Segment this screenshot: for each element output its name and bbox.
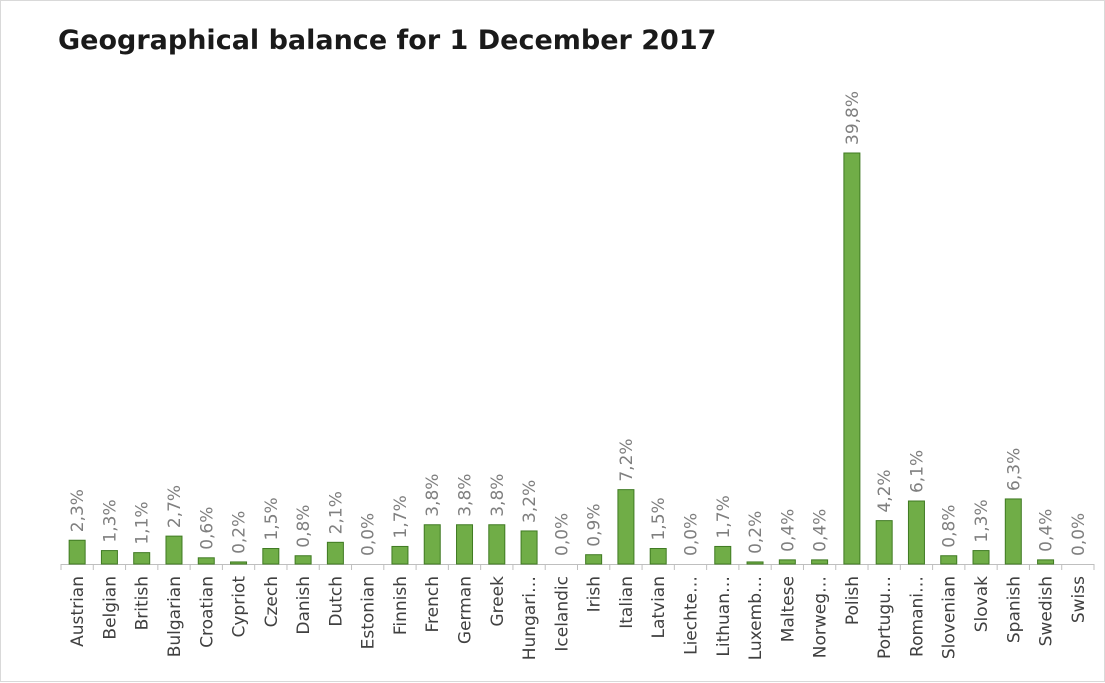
data-label: 2,1%: [326, 491, 346, 534]
data-label: 3,8%: [488, 474, 508, 517]
bar-10: [391, 545, 409, 565]
category-label: Finnish: [391, 576, 411, 635]
data-label: 39,8%: [843, 91, 863, 145]
data-label: 1,3%: [972, 499, 992, 542]
data-label: 3,8%: [456, 474, 476, 517]
bar-24: [843, 152, 861, 565]
bar-2: [133, 552, 151, 565]
bar-26: [907, 500, 925, 565]
bar-25: [875, 520, 893, 565]
data-label: 0,6%: [197, 507, 217, 550]
bar-16: [585, 554, 603, 565]
category-label: Danish: [294, 576, 314, 635]
category-label: Irish: [585, 576, 605, 612]
category-label: Portugu…: [875, 576, 895, 659]
category-label: Spanish: [1004, 576, 1024, 643]
data-label: 0,4%: [1037, 509, 1057, 552]
bar-23: [811, 559, 829, 565]
data-label: 6,1%: [907, 450, 927, 493]
data-label: 2,7%: [165, 485, 185, 528]
data-label: 1,5%: [649, 497, 669, 540]
bar-30: [1037, 559, 1055, 565]
category-label: Cypriot: [230, 576, 250, 638]
data-label: 3,8%: [423, 474, 443, 517]
data-label: 0,0%: [681, 513, 701, 556]
category-label: Luxemb…: [746, 576, 766, 660]
data-label: 1,5%: [262, 497, 282, 540]
category-label: Belgian: [100, 576, 120, 640]
bar-5: [230, 561, 248, 565]
bar-22: [778, 559, 796, 565]
bar-7: [294, 555, 312, 565]
bar-27: [940, 555, 958, 565]
data-label: 0,8%: [294, 505, 314, 548]
data-label: 4,2%: [875, 469, 895, 512]
category-label: Estonian: [359, 576, 379, 649]
category-label: Italian: [617, 576, 637, 629]
category-label: Swedish: [1037, 576, 1057, 646]
bar-11: [423, 524, 441, 565]
category-label: Liechte…: [681, 576, 701, 655]
data-label: 3,2%: [520, 480, 540, 523]
data-label: 6,3%: [1004, 448, 1024, 491]
data-label: 0,0%: [359, 513, 379, 556]
category-label: Lithuan…: [714, 576, 734, 657]
category-label: Maltese: [778, 576, 798, 642]
category-label: Icelandic: [552, 576, 572, 652]
category-label: Hungari…: [520, 576, 540, 660]
category-label: Dutch: [326, 576, 346, 627]
category-label: Norweg…: [811, 576, 831, 658]
data-label: 0,0%: [552, 513, 572, 556]
category-label: Latvian: [649, 576, 669, 639]
bar-18: [649, 548, 667, 565]
data-label: 0,0%: [1069, 513, 1089, 556]
category-label: Romani…: [907, 576, 927, 657]
category-label: Greek: [488, 576, 508, 627]
data-label: 7,2%: [617, 438, 637, 481]
category-label: Swiss: [1069, 576, 1089, 623]
category-label: British: [133, 576, 153, 630]
category-label: German: [456, 576, 476, 644]
bar-8: [326, 541, 344, 565]
data-label: 0,4%: [778, 509, 798, 552]
category-label: Slovak: [972, 576, 992, 632]
category-label: French: [423, 576, 443, 633]
category-label: Czech: [262, 576, 282, 627]
bar-4: [197, 557, 215, 565]
category-label: Croatian: [197, 576, 217, 648]
bar-20: [714, 545, 732, 565]
bar-12: [456, 524, 474, 565]
category-label: Slovenian: [940, 576, 960, 659]
data-label: 2,3%: [68, 489, 88, 532]
data-label: 1,3%: [100, 499, 120, 542]
data-label: 0,9%: [585, 504, 605, 547]
bar-6: [262, 548, 280, 565]
data-label: 1,7%: [391, 495, 411, 538]
data-label: 0,4%: [811, 509, 831, 552]
bar-1: [100, 550, 118, 565]
data-label: 1,7%: [714, 495, 734, 538]
bar-29: [1004, 498, 1022, 565]
data-label: 0,8%: [940, 505, 960, 548]
bar-17: [617, 489, 635, 565]
bar-3: [165, 535, 183, 565]
category-label: Austrian: [68, 576, 88, 647]
bar-21: [746, 561, 764, 565]
category-label: Bulgarian: [165, 576, 185, 657]
data-label: 0,2%: [746, 511, 766, 554]
bar-28: [972, 550, 990, 565]
data-label: 0,2%: [230, 511, 250, 554]
bar-0: [68, 539, 86, 565]
chart-title: Geographical balance for 1 December 2017: [58, 25, 717, 56]
category-label: Polish: [843, 576, 863, 625]
data-label: 1,1%: [133, 501, 153, 544]
bar-14: [520, 530, 538, 565]
bar-13: [488, 524, 506, 565]
